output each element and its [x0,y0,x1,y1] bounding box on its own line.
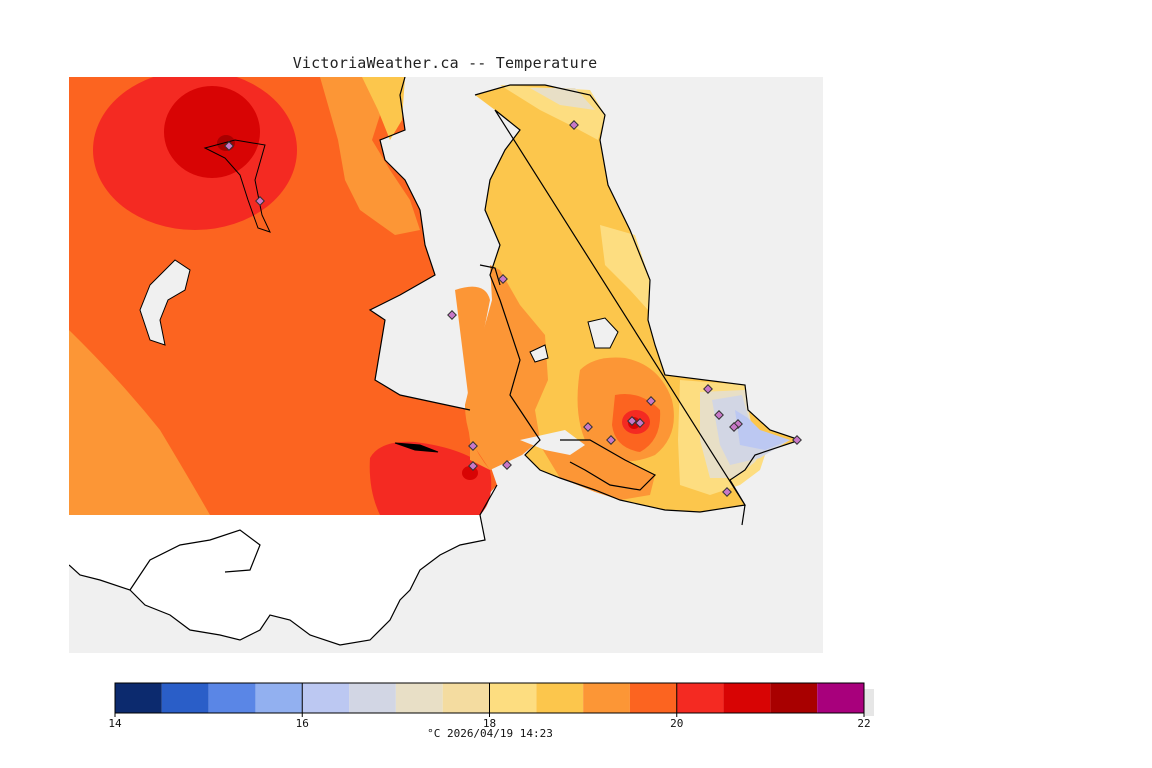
station-marker [502,460,512,470]
legend-tick-label: 20 [670,717,683,730]
station-marker [468,441,478,451]
legend-bin [489,683,537,713]
station-marker [255,196,265,206]
map-title: VictoriaWeather.ca -- Temperature [292,54,598,72]
legend-bin [395,683,443,713]
legend-bin [349,683,396,713]
station-marker [468,461,478,471]
islet [529,344,549,363]
legend-tick-label: 16 [296,717,309,730]
station-marker [792,435,802,445]
temperature-field-west [69,77,497,515]
legend-bin [817,683,864,713]
legend-bin [302,683,350,713]
station-markers [224,120,802,497]
station-marker [714,410,724,420]
land-south [69,515,485,645]
station-marker [635,418,645,428]
legend-tick-label: 18 [483,717,496,730]
legend-shadow [864,689,874,716]
station-marker [722,487,732,497]
legend-bin [208,683,256,713]
legend-bin [583,683,630,713]
station-marker [447,310,457,320]
bar-island [394,442,439,453]
legend-bin [629,683,677,713]
legend-bin [770,683,818,713]
station-marker [606,435,616,445]
legend-caption: °C 2026/04/19 14:23 [427,727,553,740]
station-marker [703,384,713,394]
coastline [69,77,802,646]
lake-east [587,317,619,349]
legend-tick-label: 14 [108,717,122,730]
legend-tick-label: 22 [857,717,870,730]
station-marker [729,422,739,432]
legend-bin [255,683,303,713]
station-marker [498,274,508,284]
legend-bin [676,683,724,713]
island-west [139,259,191,346]
station-marker [224,141,234,151]
station-marker [583,422,593,432]
temperature-field-east [465,85,800,512]
station-marker [569,120,579,130]
legend-bin [536,683,584,713]
legend-bin [723,683,771,713]
station-marker [646,396,656,406]
legend-bin [115,683,162,713]
inlet-north [203,139,271,233]
legend-bin [161,683,209,713]
legend-bin [442,683,490,713]
station-marker [627,416,637,426]
